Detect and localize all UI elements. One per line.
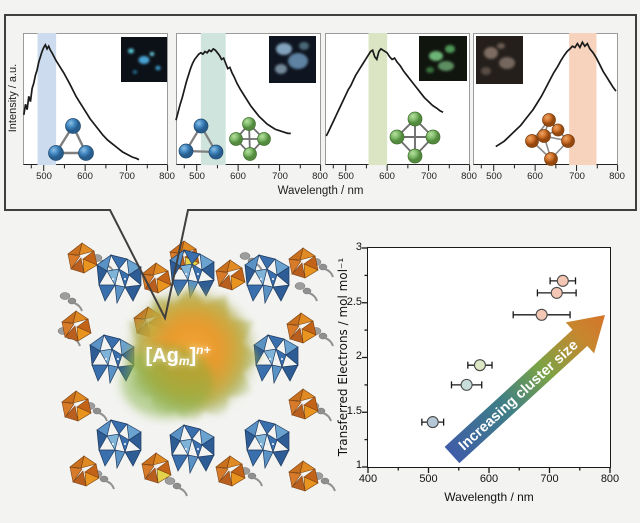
scatter-x-axis-label: Wavelength / nm: [444, 490, 534, 504]
tick-label: 600: [379, 171, 395, 182]
scatter-axis-ticks: [361, 246, 611, 473]
micrograph-inset-3: [419, 36, 467, 81]
scatter-tick-label: 1: [355, 459, 362, 471]
tick-label: 500: [486, 171, 502, 182]
arrow-label: Increasing cluster size: [455, 337, 581, 454]
ag3-ag4-cluster-icons: [178, 117, 271, 161]
spectrum-panel-2: 500 600 700 800: [176, 33, 328, 182]
silver-cluster-glow: [116, 284, 264, 432]
micrograph-inset-2: [269, 36, 316, 83]
scatter-tick-label: 700: [540, 473, 559, 485]
tick-label: 800: [159, 171, 175, 182]
scatter-tick-label: 3: [355, 241, 362, 253]
scatter-tick-label: 600: [479, 473, 499, 485]
scatter-tick-label: 2: [355, 350, 362, 362]
ag6-cluster-icon: [525, 113, 575, 166]
scatter-tick-label: 500: [419, 473, 438, 485]
ag3-cluster-icon: [48, 118, 94, 161]
spectrum-panel-1: 500 600 700 800: [23, 33, 175, 182]
spectrum-panel-4: 500 600 700 800: [473, 33, 625, 182]
wavelength-axis-label-top: Wavelength / nm: [277, 185, 364, 197]
scatter-y-axis-label: Transferred Electrons / mol mol⁻¹: [336, 257, 350, 457]
tick-label: 700: [119, 171, 135, 182]
micrograph-inset-1: [121, 37, 167, 82]
tick-label: 700: [421, 171, 437, 182]
tick-label: 600: [77, 171, 93, 182]
scatter-plot: Increasing cluster size: [361, 246, 611, 473]
ag4-cluster-icon: [389, 111, 441, 164]
tick-label: 800: [312, 171, 328, 182]
tick-label: 500: [189, 171, 205, 182]
intensity-axis-label: Intensity / a.u.: [7, 63, 19, 133]
data-points: [420, 274, 577, 428]
tick-label: 800: [461, 171, 477, 182]
tick-label: 700: [272, 171, 288, 182]
tick-label: 500: [36, 171, 52, 182]
tick-label: 700: [569, 171, 585, 182]
tick-label: 600: [527, 171, 543, 182]
ag-cluster-formula: [Agm]n+: [145, 343, 211, 368]
scatter-tick-label: 800: [600, 473, 620, 485]
scatter-tick-label: 400: [358, 473, 378, 485]
tick-label: 800: [609, 171, 625, 182]
scatter-tick-label: 2.5: [346, 296, 362, 308]
scatter-tick-label: 1.5: [346, 405, 362, 417]
tick-label: 600: [230, 171, 246, 182]
micrograph-inset-4: [476, 36, 523, 84]
tick-label: 500: [338, 171, 354, 182]
spectrum-panel-3: 500 600 700 800: [325, 33, 477, 182]
crystal-structure-illustration: [57, 240, 336, 497]
